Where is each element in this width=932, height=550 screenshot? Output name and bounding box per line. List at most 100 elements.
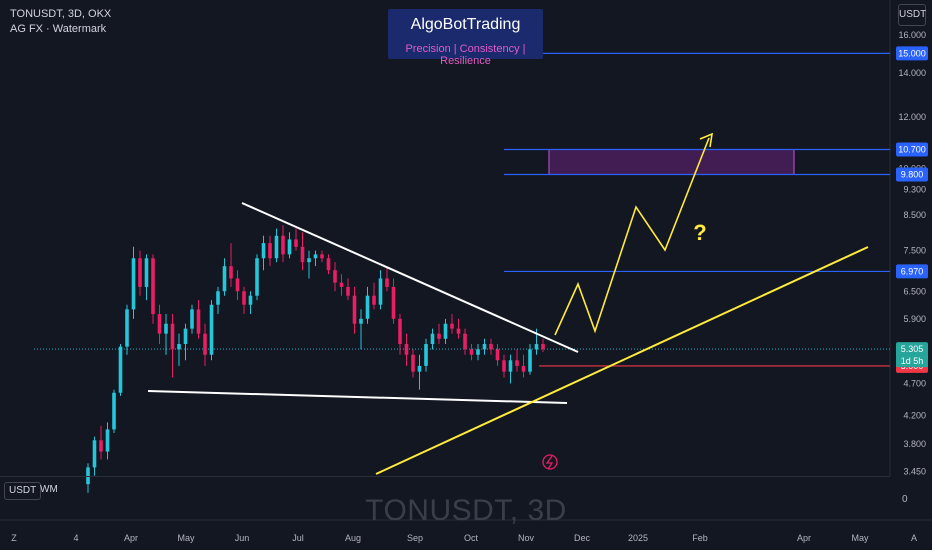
candle-body-41 — [352, 295, 357, 324]
currency-button[interactable]: USDT — [898, 4, 926, 26]
candle-body-12 — [164, 323, 168, 334]
candle-body-18 — [203, 333, 207, 355]
usdt-toggle-button[interactable]: USDT — [4, 482, 42, 500]
candle-body-24 — [242, 291, 246, 305]
x-tick-label-8: Oct — [464, 533, 479, 543]
y-tick-label-1: 14.000 — [898, 68, 926, 78]
candle-body-3 — [105, 429, 110, 452]
candle-body-0 — [86, 467, 90, 485]
candle-body-33 — [300, 246, 305, 263]
price-level-tag-2 — [896, 167, 928, 182]
candle-body-15 — [183, 328, 188, 345]
price-level-label-3: 6.970 — [901, 266, 924, 276]
x-tick-label-1: 4 — [73, 533, 78, 543]
candle-body-44 — [372, 295, 376, 305]
candle-body-39 — [339, 282, 344, 287]
candle-body-35 — [313, 254, 318, 259]
candle-body-16 — [190, 309, 194, 329]
x-tick-label-10: Dec — [574, 533, 591, 543]
candle-body-59 — [469, 349, 474, 355]
x-tick-label-14: May — [851, 533, 869, 543]
x-tick-label-13: Apr — [797, 533, 811, 543]
candle-body-51 — [417, 365, 422, 372]
x-tick-label-7: Sep — [407, 533, 423, 543]
candle-body-46 — [385, 278, 389, 287]
candle-body-67 — [521, 365, 526, 372]
x-tick-label-6: Aug — [345, 533, 361, 543]
candle-body-38 — [333, 270, 337, 283]
x-tick-label-2: Apr — [124, 533, 138, 543]
candle-body-60 — [476, 349, 480, 355]
candle-body-20 — [216, 291, 220, 305]
y-tick-label-2: 12.000 — [898, 112, 926, 122]
candle-body-65 — [508, 360, 513, 372]
candle-body-9 — [144, 258, 149, 287]
candle-body-21 — [222, 266, 227, 292]
candle-body-58 — [463, 333, 467, 350]
candle-body-69 — [534, 344, 539, 350]
y-tick-label-7: 6.500 — [903, 286, 926, 296]
projection-path — [554, 137, 710, 336]
candle-body-42 — [359, 318, 363, 324]
candle-body-19 — [209, 304, 214, 355]
bottom-toolbar: USDT WM — [0, 476, 890, 503]
candle-body-26 — [255, 258, 259, 296]
candle-body-56 — [450, 323, 454, 329]
target-zone — [548, 148, 795, 175]
candle-body-55 — [443, 323, 448, 339]
brand-tagline: Precision | Consistency | Resilience — [405, 43, 526, 67]
candle-body-13 — [170, 323, 175, 350]
countdown-label: 1d 5h — [901, 356, 924, 366]
candle-body-28 — [268, 243, 272, 259]
y-tick-label-0: 16.000 — [898, 30, 926, 40]
price-level-tag-0 — [896, 46, 928, 61]
volume-zero-label: 0 — [902, 494, 908, 505]
candle-body-54 — [437, 333, 441, 339]
y-tick-label-4: 9.300 — [903, 184, 926, 194]
candle-body-61 — [482, 344, 487, 350]
candle-body-63 — [495, 349, 500, 361]
candle-body-49 — [404, 344, 409, 355]
price-level-label-2: 9.800 — [901, 169, 924, 179]
lightning-bolt-icon — [545, 455, 554, 470]
brand-title: AlgoBotTrading — [410, 16, 521, 33]
symbol-watermark: TONUSDT, 3D — [365, 494, 567, 527]
x-tick-label-5: Jul — [292, 533, 304, 543]
candle-body-37 — [326, 258, 331, 271]
wm-toggle-button[interactable]: WM — [40, 484, 58, 495]
candle-body-66 — [515, 360, 519, 366]
candle-body-29 — [274, 235, 279, 259]
lightning-icon — [542, 454, 558, 470]
candle-body-23 — [235, 278, 240, 292]
x-tick-label-15: A — [911, 533, 917, 543]
candle-body-43 — [365, 295, 370, 319]
rising-support-line — [375, 246, 869, 475]
indicator-header: AG FX · Watermark — [10, 23, 107, 35]
brand-watermark: AlgoBotTrading Precision | Consistency |… — [388, 9, 543, 67]
candle-body-52 — [424, 344, 428, 366]
candle-body-25 — [248, 295, 253, 305]
price-level-label-1: 10.700 — [898, 144, 926, 154]
y-tick-label-12: 3.450 — [903, 466, 926, 476]
candle-body-30 — [281, 235, 285, 255]
candle-body-68 — [528, 349, 532, 372]
price-level-tag-3 — [896, 264, 928, 279]
candle-body-4 — [112, 392, 116, 430]
y-tick-label-9: 4.700 — [903, 379, 926, 389]
candle-body-40 — [346, 286, 350, 296]
current-price-label: 5.305 — [901, 344, 924, 354]
candle-body-17 — [196, 309, 201, 334]
y-tick-label-6: 7.500 — [903, 246, 926, 256]
x-tick-label-3: May — [177, 533, 195, 543]
candle-body-14 — [177, 344, 181, 350]
y-tick-label-8: 5.900 — [903, 314, 926, 324]
candle-body-6 — [125, 309, 129, 347]
x-tick-label-9: Nov — [518, 533, 535, 543]
current-price-tag — [896, 342, 928, 368]
candle-body-64 — [502, 360, 506, 372]
candle-body-48 — [398, 318, 402, 345]
candle-body-47 — [391, 286, 396, 319]
candle-body-50 — [411, 354, 415, 372]
x-tick-label-0: Z — [11, 533, 17, 543]
